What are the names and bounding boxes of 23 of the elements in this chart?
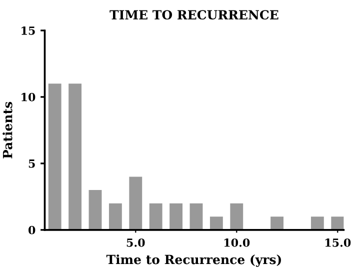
x-axis-title: Time to Recurrence (yrs)	[106, 254, 281, 267]
chart-title: TIME TO RECURRENCE	[110, 10, 278, 20]
y-tick-label: 10	[22, 92, 36, 102]
y-tick-label: 0	[28, 226, 36, 234]
x-tick-label: 15.0	[325, 238, 351, 247]
bar	[190, 203, 203, 230]
bar	[210, 216, 223, 230]
bar	[108, 203, 122, 230]
x-tick-label: 5.0	[126, 238, 145, 247]
x-tick-label: 10.0	[224, 238, 250, 247]
bar	[170, 203, 182, 230]
bar	[68, 84, 82, 230]
bar	[48, 84, 62, 230]
y-tick-label: 15	[22, 26, 35, 35]
bar	[88, 190, 102, 230]
bar	[129, 176, 142, 230]
bar	[230, 203, 244, 230]
bar	[310, 216, 324, 230]
y-tick-label: 5	[28, 160, 35, 168]
bar	[149, 203, 162, 230]
bar	[331, 216, 344, 230]
bar	[270, 216, 284, 230]
y-axis-title: Patients	[2, 102, 12, 158]
